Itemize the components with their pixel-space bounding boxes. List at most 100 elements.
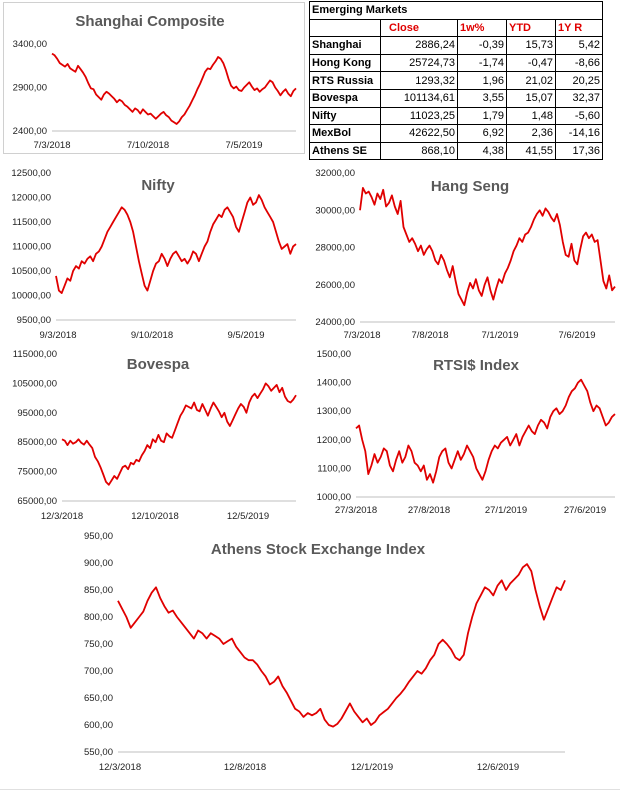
nifty-x-tick-label: 9/5/2019 — [228, 330, 265, 341]
table-row: Nifty 11023,25 1,79 1,48 -5,60 — [309, 106, 603, 126]
row-name: Athens SE — [309, 141, 381, 161]
shanghai-x-tick-label: 7/10/2018 — [127, 140, 169, 151]
bovespa-y-tick-label: 75000,00 — [17, 467, 57, 478]
row-name: MexBol — [309, 124, 381, 143]
row-1y: -8,66 — [555, 53, 603, 73]
athens-y-tick-label: 700,00 — [84, 666, 113, 677]
shanghai-chart-frame — [3, 2, 305, 154]
hangseng-svg: Hang Seng 32000,00 30000,00 28000,00 26000,0… — [315, 168, 616, 341]
bovespa-y-tick-label: 65000,00 — [17, 496, 57, 507]
table-row: RTS Russia 1293,32 1,96 21,02 20,25 — [309, 71, 603, 90]
bovespa-y-tick-label: 105000,00 — [12, 378, 57, 389]
athens-y-tick-label: 950,00 — [84, 531, 113, 542]
rtsi-y-tick-label: 1200,00 — [317, 435, 351, 446]
nifty-y-tick-label: 12000,00 — [11, 193, 51, 204]
athens-y-tick-label: 850,00 — [84, 585, 113, 596]
athens-y-tick-label: 600,00 — [84, 720, 113, 731]
nifty-y-tick-label: 11500,00 — [12, 217, 51, 228]
athens-y-tick-label: 800,00 — [84, 612, 113, 623]
nifty-y-tick-label: 9500,00 — [17, 315, 51, 326]
rtsi-x-tick-label: 27/1/2019 — [485, 505, 527, 516]
table-row: Athens SE 868,10 4,38 41,55 17,36 — [309, 141, 603, 161]
nifty-chart: Nifty 12500,00 12000,00 11500,00 11000,00 105… — [0, 162, 305, 347]
page-divider — [0, 789, 620, 790]
row-name: Shanghai — [309, 36, 381, 55]
row-ytd: 1,48 — [506, 106, 556, 126]
hangseng-y-tick-label: 26000,00 — [315, 280, 355, 291]
row-ytd: 15,73 — [506, 36, 556, 55]
bovespa-svg: Bovespa 115000,00 105000,00 95000,00 85000,0… — [12, 349, 297, 522]
table-header-row: Close 1w% YTD 1Y R — [309, 18, 603, 38]
hangseng-x-tick-label: 7/1/2019 — [482, 330, 519, 341]
rtsi-y-tick-label: 1500,00 — [317, 349, 351, 360]
nifty-svg: Nifty 12500,00 12000,00 11500,00 11000,00 105… — [11, 168, 297, 341]
hangseng-y-tick-label: 30000,00 — [315, 205, 355, 216]
hangseng-y-tick-label: 32000,00 — [315, 168, 355, 179]
nifty-x-tick-label: 9/3/2018 — [40, 330, 77, 341]
row-1y: 20,25 — [555, 71, 603, 90]
header-ytd: YTD — [506, 18, 556, 38]
header-close: Close — [380, 18, 458, 38]
rtsi-y-tick-label: 1400,00 — [317, 378, 351, 389]
nifty-chart-title: Nifty — [141, 177, 175, 194]
athens-y-tick-label: 900,00 — [84, 558, 113, 569]
athens-chart: Athens Stock Exchange Index 950,00 900,00 8… — [0, 530, 620, 785]
athens-y-tick-label: 550,00 — [84, 747, 113, 758]
header-1w: 1w% — [457, 18, 507, 38]
row-close: 1293,32 — [380, 71, 458, 90]
bovespa-y-tick-label: 115000,00 — [13, 349, 57, 360]
rtsi-y-tick-label: 1300,00 — [317, 406, 351, 417]
nifty-y-tick-label: 11000,00 — [12, 242, 51, 253]
rtsi-chart: RTSI$ Index 1500,00 1400,00 1300,00 1200,00 1… — [308, 349, 620, 525]
hangseng-chart: Hang Seng 32000,00 30000,00 28000,00 26000,0… — [308, 162, 620, 347]
rtsi-y-tick-label: 1100,00 — [317, 463, 351, 474]
header-1y: 1Y R — [555, 18, 603, 38]
row-1y: 5,42 — [555, 36, 603, 55]
nifty-y-tick-label: 10000,00 — [11, 291, 51, 302]
shanghai-x-tick-label: 7/5/2019 — [226, 140, 263, 151]
athens-series-line — [117, 563, 566, 728]
row-close: 2886,24 — [380, 36, 458, 55]
table-title: Emerging Markets — [309, 1, 458, 20]
row-1y: -5,60 — [555, 106, 603, 126]
row-1w: 4,38 — [457, 141, 507, 161]
shanghai-chart-title: Shanghai Composite — [75, 13, 224, 30]
table-row: Shanghai 2886,24 -0,39 15,73 5,42 — [309, 36, 603, 55]
row-ytd: 2,36 — [506, 124, 556, 143]
bovespa-chart: Bovespa 115000,00 105000,00 95000,00 85000,0… — [0, 349, 305, 525]
table-title-row: Emerging Markets — [309, 1, 603, 20]
shanghai-y-tick-label: 2400,00 — [13, 126, 47, 137]
bovespa-x-tick-label: 12/10/2018 — [131, 511, 179, 522]
nifty-series-line — [55, 194, 297, 295]
row-close: 868,10 — [380, 141, 458, 161]
shanghai-y-tick-label: 3400,00 — [13, 39, 47, 50]
row-ytd: 41,55 — [506, 141, 556, 161]
emerging-markets-table: Emerging Markets Close 1w% YTD 1Y R Shan… — [309, 1, 603, 161]
athens-x-tick-label: 12/3/2018 — [99, 762, 141, 773]
row-name: Hong Kong — [309, 53, 381, 73]
nifty-y-tick-label: 10500,00 — [11, 266, 51, 277]
rtsi-y-tick-label: 1000,00 — [317, 492, 351, 503]
shanghai-y-tick-label: 2900,00 — [13, 83, 47, 94]
bovespa-series-line — [61, 382, 297, 486]
row-close: 11023,25 — [380, 106, 458, 126]
row-1w: 3,55 — [457, 88, 507, 108]
table-row: Bovespa 101134,61 3,55 15,07 32,37 — [309, 88, 603, 108]
athens-x-tick-label: 12/6/2019 — [477, 762, 519, 773]
row-close: 42622,50 — [380, 124, 458, 143]
rtsi-series-line — [355, 378, 616, 484]
rtsi-x-tick-label: 27/6/2019 — [564, 505, 606, 516]
row-name: RTS Russia — [309, 71, 381, 90]
bovespa-chart-title: Bovespa — [127, 356, 190, 373]
table-row: MexBol 42622,50 6,92 2,36 -14,16 — [309, 124, 603, 143]
athens-x-tick-label: 12/8/2018 — [224, 762, 266, 773]
athens-y-tick-label: 650,00 — [84, 693, 113, 704]
row-close: 101134,61 — [380, 88, 458, 108]
hangseng-y-tick-label: 24000,00 — [315, 317, 355, 328]
athens-chart-title: Athens Stock Exchange Index — [211, 541, 426, 558]
rtsi-x-tick-label: 27/3/2018 — [335, 505, 377, 516]
athens-svg: Athens Stock Exchange Index 950,00 900,00 8… — [84, 531, 566, 773]
row-1w: -0,39 — [457, 36, 507, 55]
athens-x-tick-label: 12/1/2019 — [351, 762, 393, 773]
nifty-y-tick-label: 12500,00 — [11, 168, 51, 179]
